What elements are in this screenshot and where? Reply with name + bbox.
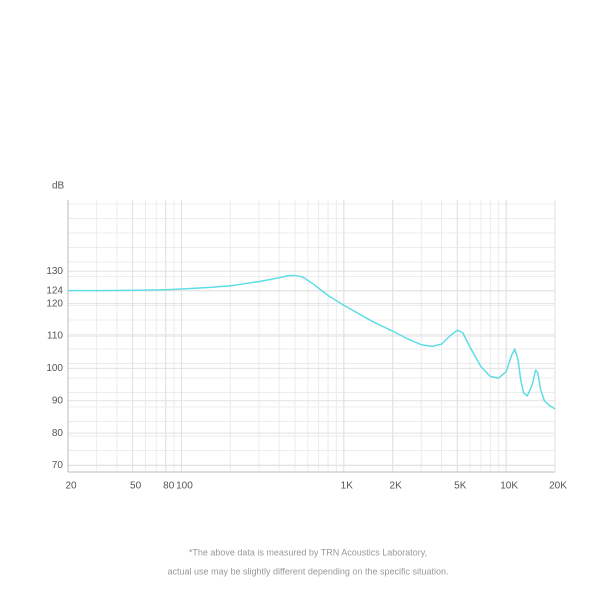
response-curve xyxy=(68,274,556,410)
x-tick-label: 5K xyxy=(454,481,467,492)
footnote: *The above data is measured by TRN Acous… xyxy=(189,547,427,557)
x-tick-label: 20 xyxy=(65,481,77,492)
y-tick-label: 80 xyxy=(52,428,64,439)
y-tick-label: 110 xyxy=(47,331,63,342)
y-tick-label: 120 xyxy=(46,298,63,309)
x-tick-label: 10K xyxy=(500,481,518,492)
x-tick-label: 1K xyxy=(341,481,354,492)
y-axis-label: dB xyxy=(52,181,65,192)
x-tick-label: 2K xyxy=(390,481,403,492)
y-tick-label: 130 xyxy=(46,266,63,277)
x-tick-label: 20K xyxy=(549,481,567,492)
y-tick-label: 90 xyxy=(52,395,64,406)
y-tick-label: 70 xyxy=(52,460,64,471)
x-tick-label: 80 xyxy=(163,481,175,492)
x-tick-label: 50 xyxy=(130,481,142,492)
x-tick-label: 100 xyxy=(176,481,193,492)
y-tick-label: 124 xyxy=(46,285,63,296)
footnote: actual use may be slightly different dep… xyxy=(167,566,448,576)
y-tick-label: 100 xyxy=(46,363,63,374)
